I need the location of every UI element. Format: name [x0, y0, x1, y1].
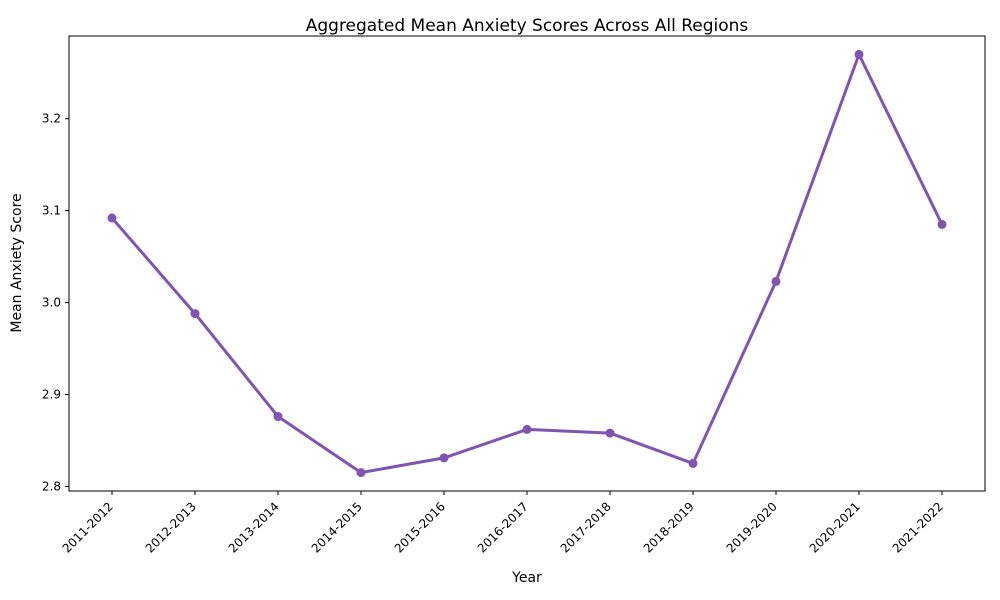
- data-point: [273, 412, 283, 422]
- plot-area: 2.8 2.9 3.0 3.1 3.2 2011-2012 2012-2013 2013-20…: [42, 35, 986, 556]
- x-tick-label: 2012-2013: [143, 499, 199, 555]
- y-tick-label: 3.2: [42, 112, 61, 126]
- data-point: [356, 468, 366, 478]
- x-tick-label: 2016-2017: [475, 499, 531, 555]
- y-tick-label: 3.1: [42, 204, 61, 218]
- x-axis-label: Year: [511, 570, 542, 586]
- data-point: [688, 458, 698, 468]
- y-tick-label: 2.9: [42, 387, 61, 401]
- data-point: [771, 276, 781, 286]
- data-point: [605, 428, 615, 438]
- series-line: [110, 52, 944, 475]
- y-tick-label: 3.0: [42, 296, 61, 310]
- y-axis-label: Mean Anxiety Score: [9, 193, 25, 332]
- data-point: [522, 424, 532, 434]
- data-point: [937, 219, 947, 229]
- x-tick-label: 2019-2020: [724, 499, 780, 555]
- x-tick-label: 2011-2012: [60, 499, 116, 555]
- x-tick-label: 2021-2022: [890, 499, 946, 555]
- y-tick-label: 2.8: [42, 479, 61, 493]
- x-tick-label: 2017-2018: [558, 499, 614, 555]
- data-point: [439, 453, 449, 463]
- chart-title: Aggregated Mean Anxiety Scores Across Al…: [306, 16, 749, 36]
- x-tick-label: 2014-2015: [309, 499, 365, 555]
- x-tick-label: 2013-2014: [226, 499, 282, 555]
- axes-frame: [68, 35, 986, 492]
- x-tick-label: 2018-2019: [641, 499, 697, 555]
- x-tick-label: 2015-2016: [392, 499, 448, 555]
- data-point: [854, 49, 864, 59]
- x-tick-label: 2020-2021: [807, 499, 863, 555]
- data-point: [107, 213, 117, 223]
- data-point: [190, 309, 200, 319]
